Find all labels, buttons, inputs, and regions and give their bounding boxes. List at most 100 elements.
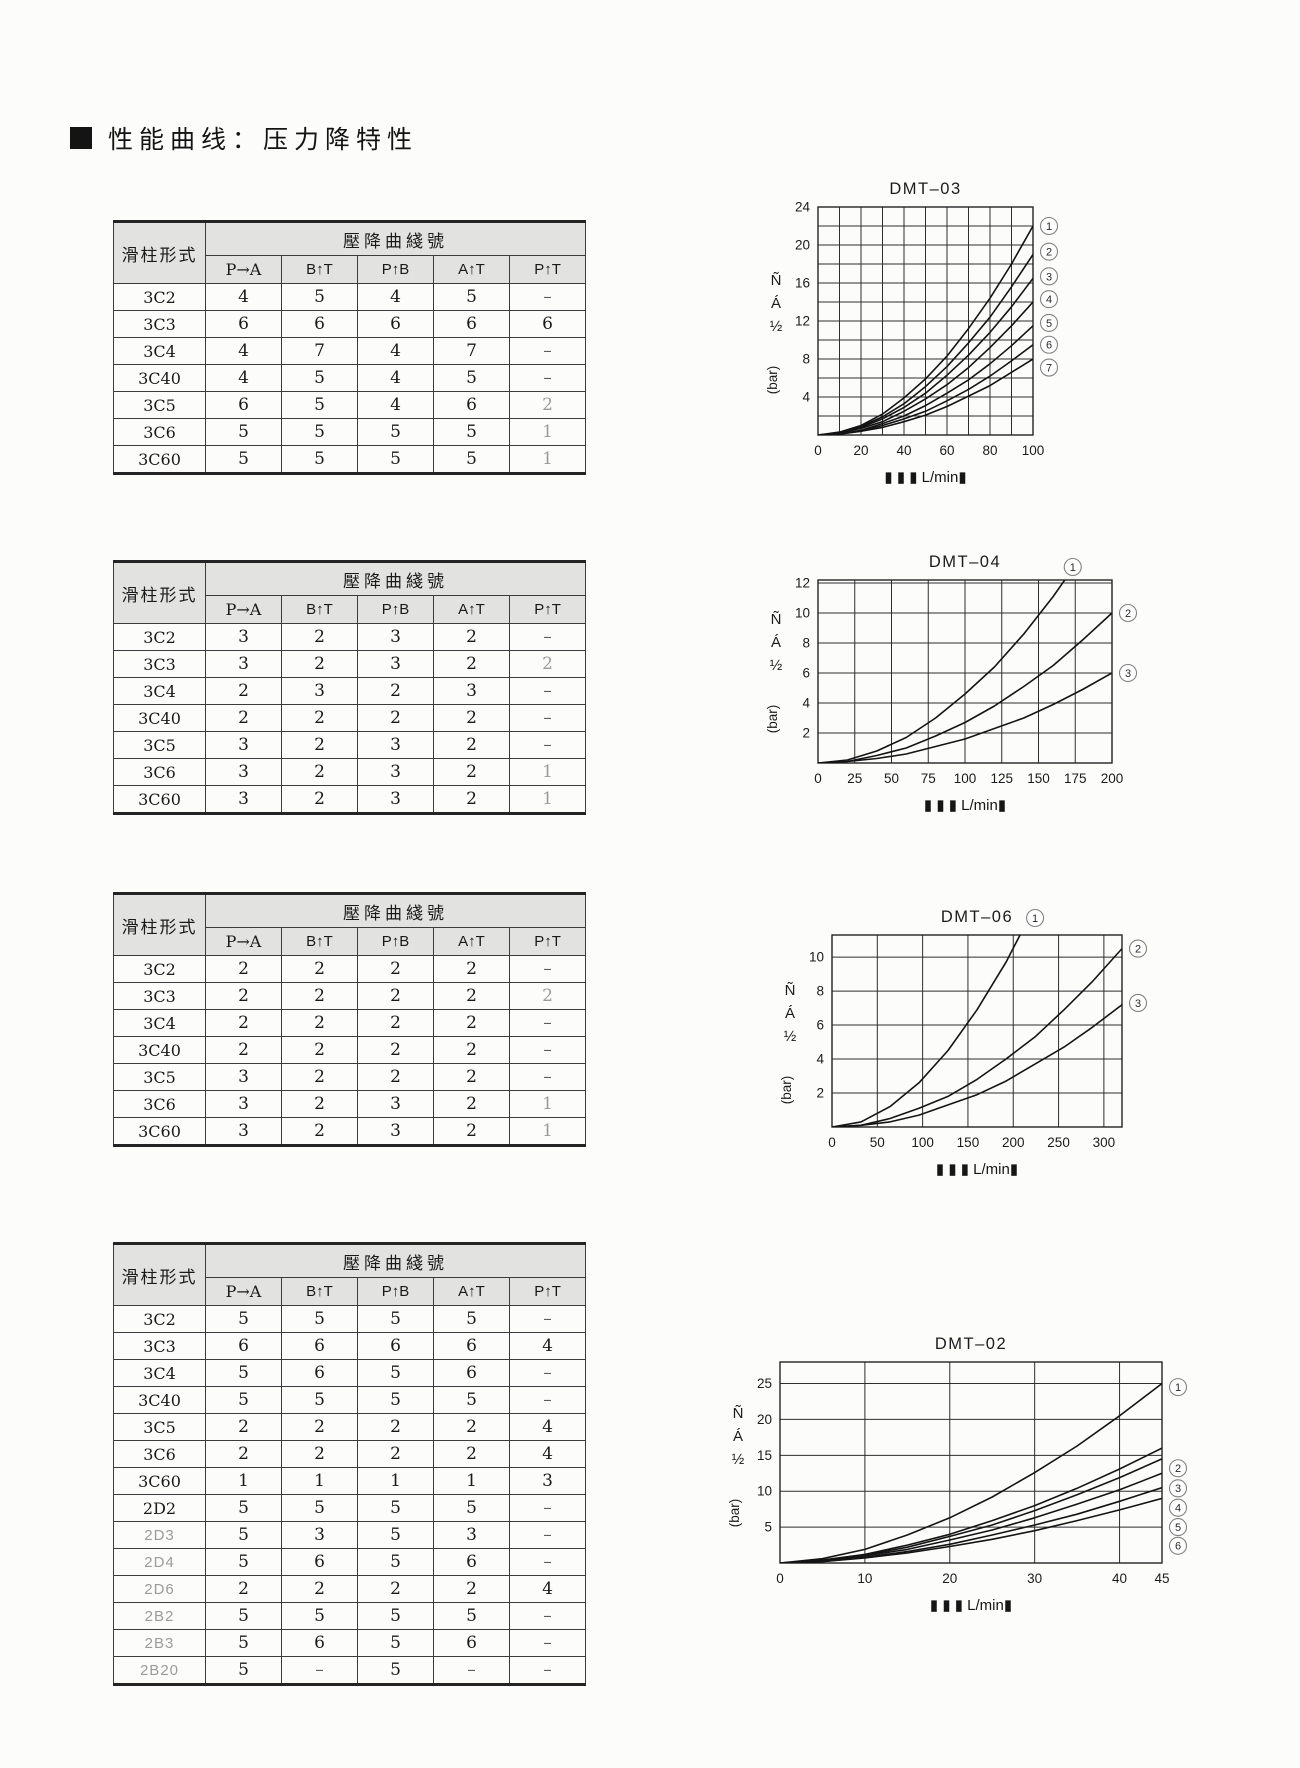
spool-type-cell: 3C40 [113,704,206,732]
curve-number-cell: 4 [508,1413,587,1441]
curve-number-cell: 2 [433,1413,510,1441]
curve-label-5: 5 [1039,313,1059,332]
spool-type-cell: 3C6 [113,418,206,446]
curve-number-cell: 2 [357,955,434,983]
table-row: 3C4 2 2 2 2– [113,1009,587,1037]
curve-number-cell: 6 [433,310,510,338]
curve-number-cell: 5 [357,1548,434,1576]
curve-number-cell: 5 [281,283,358,311]
curve-number-cell: 6 [205,1332,282,1360]
spool-type-cell: 2D4 [113,1548,206,1576]
curve-number-cell: 5 [281,1602,358,1630]
axis-ticks: 5 10 15 20 25 0 10 20 30 40 45 [757,1376,1170,1586]
plot-border [779,1361,1163,1564]
table-row: 3C4 4 7 4 7– [113,337,587,365]
flow-path-header: P↑T [508,595,587,624]
spool-type-cell: 3C3 [113,650,206,678]
curve-number-cell: 5 [357,1494,434,1522]
curve-number-cell: 1 [281,1467,358,1495]
table-row: 3C3 2 2 2 2 2 [113,982,587,1010]
curve-label-1: 1 [1063,557,1082,577]
spool-type-cell: 3C6 [113,1440,206,1468]
curve-number-cell: 5 [281,418,358,446]
flow-path-header: P→A [205,927,282,956]
curve-number-cell: 3 [357,1090,434,1118]
svg-text:200: 200 [1101,771,1124,786]
curve-4 [780,1472,1162,1563]
table-row: 3C4 2 3 2 3– [113,677,587,705]
svg-text:1: 1 [1046,221,1052,233]
grid [818,580,1112,763]
spool-type-cell: 3C3 [113,982,206,1010]
grid [818,207,1033,435]
svg-text:Ñ: Ñ [771,611,782,628]
spool-curve-table: 滑柱形式 壓降曲綫號 P→A B↑T P↑B A↑T P↑T 3C2 4 5 4 5–3C3 6 6 6 6 6… [113,220,587,475]
curve-number-cell: 4 [205,337,282,365]
curve-number-cell: 5 [205,1494,282,1522]
svg-text:40: 40 [1112,1571,1127,1586]
svg-text:25: 25 [757,1376,772,1391]
svg-text:8: 8 [802,352,810,367]
flow-path-header: P↑T [508,255,587,284]
spool-type-cell: 3C3 [113,1332,206,1360]
flow-path-header: A↑T [433,1277,510,1306]
curve-number-cell: 5 [433,364,510,392]
table-row: 2D2 5 5 5 5– [113,1494,587,1522]
table-row: 3C5 3 2 3 2– [113,731,587,759]
svg-text:(bar): (bar) [727,1499,742,1528]
table-row: 3C40 2 2 2 2– [113,704,587,732]
curve-number-cell: 6 [433,1548,510,1576]
table-row: 3C3 3 2 3 2 2 [113,650,587,678]
curve-number-cell: – [508,731,587,759]
table-row: 3C5 3 2 2 2– [113,1063,587,1091]
spool-type-cell: 3C2 [113,623,206,651]
table-row: 3C2 4 5 4 5– [113,283,587,311]
spool-type-cell: 3C3 [113,310,206,338]
svg-text:8: 8 [802,636,810,651]
curve-number-cell: 3 [357,1117,434,1146]
curve-number-cell: 5 [281,1305,358,1333]
curve-number-cell: 5 [433,1602,510,1630]
curve-number-cell: 5 [357,445,434,474]
svg-text:Ñ: Ñ [771,272,782,289]
curve-label-1: 1 [1026,908,1045,928]
svg-text:2: 2 [816,1086,824,1101]
curve-number-cell: 2 [205,982,282,1010]
spool-type-cell: 3C4 [113,337,206,365]
curve-number-cell: 6 [281,1359,358,1387]
svg-text:½: ½ [784,1028,797,1045]
curve-number-cell: 2 [433,1090,510,1118]
curve-number-cell: 2 [281,1009,358,1037]
curve-label-2: 2 [1118,603,1138,623]
svg-text:12: 12 [795,314,810,329]
plot-border [817,206,1034,436]
curve-number-cell: 3 [357,731,434,759]
svg-text:½: ½ [770,657,783,674]
svg-text:6: 6 [816,1018,824,1033]
spool-type-cell: 3C60 [113,785,206,814]
table-row: 2D3 5 3 5 3– [113,1521,587,1549]
svg-text:Á: Á [785,1005,795,1022]
curve-number-cell: 6 [508,310,587,338]
svg-text:2: 2 [1175,1463,1181,1475]
plot-border [817,579,1113,764]
x-axis-label: ▮ ▮ ▮ L/min▮ [924,797,1006,814]
curve-number-cell: – [508,364,587,392]
spool-type-cell: 2B3 [113,1629,206,1657]
spool-type-cell: 3C5 [113,1063,206,1091]
svg-text:2: 2 [1046,247,1052,259]
spool-type-cell: 3C40 [113,364,206,392]
curve-number-cell: – [508,1063,587,1091]
curve-number-cell: 2 [433,758,510,786]
pressure-drop-table-dmt02: 滑柱形式 壓降曲綫號 P→A B↑T P↑B A↑T P↑T 3C2 5 5 5 5–3C3 6 6 6 6 4… [113,1242,587,1686]
table-row: 3C60 5 5 5 5 1 [113,445,587,474]
svg-text:20: 20 [853,443,868,458]
curve-label-6: 6 [1039,335,1059,354]
curve-number-cell: 3 [205,1117,282,1146]
curve-number-cell: 6 [433,1332,510,1360]
curve-number-cell: 2 [281,1440,358,1468]
curve-number-cell: – [508,704,587,732]
curve-number-cell: 5 [281,1386,358,1414]
curve-number-cell: 6 [433,1359,510,1387]
